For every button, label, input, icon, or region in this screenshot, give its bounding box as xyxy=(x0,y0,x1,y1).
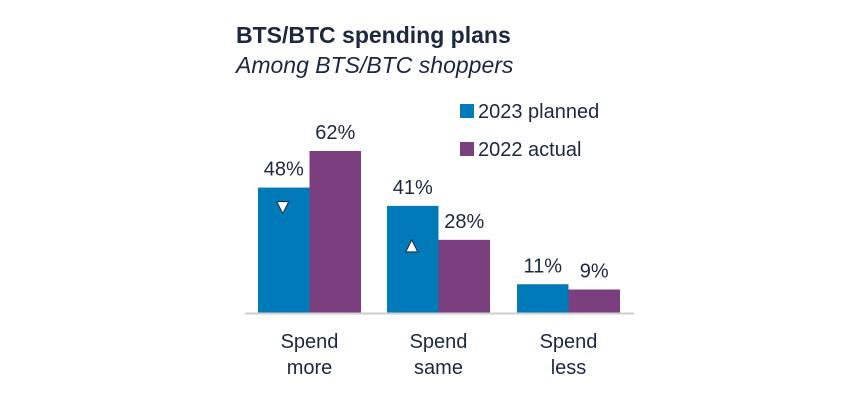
legend-swatch xyxy=(460,104,474,118)
legend-swatch xyxy=(460,142,474,156)
triangle-down-icon xyxy=(275,201,290,215)
legend-label: 2023 planned xyxy=(478,101,599,123)
x-tick-label: same xyxy=(414,357,463,379)
bar-planned xyxy=(517,284,569,313)
bar-actual xyxy=(309,151,361,313)
data-label: 62% xyxy=(315,122,355,144)
x-tick-label: Spend xyxy=(540,331,598,353)
bar-planned xyxy=(387,205,439,313)
x-tick-label: Spend xyxy=(281,331,339,353)
x-tick-label: less xyxy=(551,357,587,379)
data-label: 48% xyxy=(264,159,304,181)
x-tick-label: more xyxy=(287,357,333,379)
bar-actual xyxy=(438,239,490,313)
legend-label: 2022 actual xyxy=(478,139,581,161)
data-label: 28% xyxy=(444,211,484,233)
data-label: 41% xyxy=(393,177,433,199)
chart-title: BTS/BTC spending plans xyxy=(236,22,511,48)
data-label: 9% xyxy=(580,260,609,282)
chart-subtitle: Among BTS/BTC shoppers xyxy=(236,52,514,78)
triangle-up-icon xyxy=(404,238,419,253)
data-label: 11% xyxy=(523,255,562,277)
x-tick-label: Spend xyxy=(410,331,468,353)
bar-actual xyxy=(568,289,620,313)
